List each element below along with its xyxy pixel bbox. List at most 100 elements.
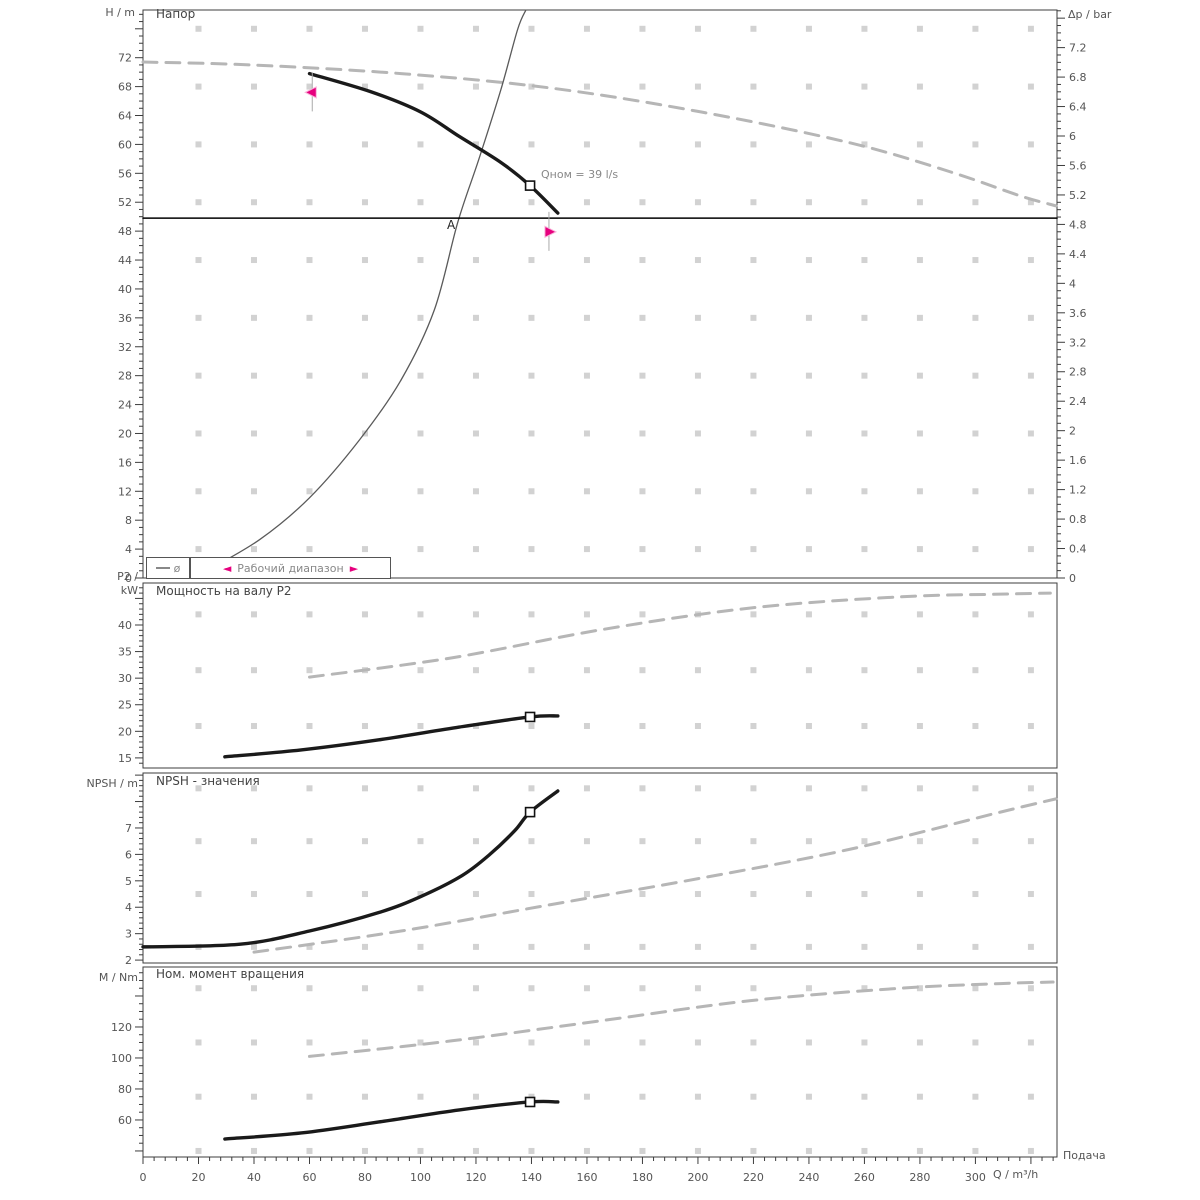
grid-dot bbox=[805, 141, 812, 148]
grid-dot bbox=[528, 488, 535, 495]
grid-dot bbox=[805, 943, 812, 950]
grid-dot bbox=[694, 1039, 701, 1046]
tick-label: 140 bbox=[521, 1171, 542, 1184]
grid-dot bbox=[1027, 667, 1034, 674]
tick-label: 68 bbox=[118, 81, 132, 94]
tick-label: 4.4 bbox=[1069, 248, 1087, 261]
grid-dot bbox=[528, 83, 535, 90]
grid-dot bbox=[639, 723, 646, 730]
grid-dot bbox=[805, 372, 812, 379]
working-range-max-marker bbox=[544, 225, 558, 239]
grid-dot bbox=[528, 723, 535, 730]
tick-label: 0 bbox=[140, 1171, 147, 1184]
grid-dot bbox=[472, 430, 479, 437]
grid-dot bbox=[583, 1147, 590, 1154]
grid-dot bbox=[306, 667, 313, 674]
tick-label: 5.2 bbox=[1069, 189, 1087, 202]
tick-label: 220 bbox=[743, 1171, 764, 1184]
grid-dot bbox=[916, 430, 923, 437]
tick-label: 16 bbox=[118, 456, 132, 469]
curve-legend-item: ø bbox=[146, 557, 190, 579]
grid-dot bbox=[861, 943, 868, 950]
grid-dot bbox=[306, 199, 313, 206]
grid-dot bbox=[639, 141, 646, 148]
grid-dot bbox=[1027, 1147, 1034, 1154]
grid-dot bbox=[861, 838, 868, 845]
tick-label: 6.4 bbox=[1069, 101, 1087, 114]
grid-dot bbox=[694, 25, 701, 32]
grid-dot bbox=[528, 372, 535, 379]
grid-dot bbox=[195, 1147, 202, 1154]
tick-label: 20 bbox=[191, 1171, 205, 1184]
grid-dot bbox=[195, 257, 202, 264]
grid-dot bbox=[250, 667, 257, 674]
grid-dot bbox=[861, 667, 868, 674]
grid-dot bbox=[916, 943, 923, 950]
grid-dot bbox=[694, 488, 701, 495]
grid-dot bbox=[472, 785, 479, 792]
grid-dot bbox=[306, 785, 313, 792]
grid-dot bbox=[972, 611, 979, 618]
grid-dot bbox=[250, 314, 257, 321]
tick-label: 100 bbox=[410, 1171, 431, 1184]
grid-dot bbox=[528, 199, 535, 206]
tick-label: 20 bbox=[118, 427, 132, 440]
grid-dot bbox=[805, 83, 812, 90]
grid-dot bbox=[195, 488, 202, 495]
grid-dot bbox=[361, 25, 368, 32]
grid-dot bbox=[195, 25, 202, 32]
grid-dot bbox=[916, 257, 923, 264]
grid-dot bbox=[528, 1039, 535, 1046]
grid-dot bbox=[250, 25, 257, 32]
torque-max-speed bbox=[307, 980, 1055, 1058]
tick-label: 200 bbox=[687, 1171, 708, 1184]
grid-dot bbox=[250, 891, 257, 898]
grid-dot bbox=[861, 1147, 868, 1154]
tick-label: 36 bbox=[118, 312, 132, 325]
grid-dot bbox=[472, 314, 479, 321]
grid-dot bbox=[972, 372, 979, 379]
tick-label: 3.6 bbox=[1069, 307, 1087, 320]
grid-dot bbox=[306, 83, 313, 90]
tick-label: 3.2 bbox=[1069, 336, 1087, 349]
grid-dot bbox=[750, 838, 757, 845]
grid-dot bbox=[472, 372, 479, 379]
grid-dot bbox=[750, 141, 757, 148]
grid-dot bbox=[972, 723, 979, 730]
tick-label: 25 bbox=[118, 699, 132, 712]
grid-dot bbox=[583, 785, 590, 792]
tick-label: 4.8 bbox=[1069, 218, 1087, 231]
grid-dot bbox=[583, 372, 590, 379]
grid-dot bbox=[1027, 141, 1034, 148]
grid-dot bbox=[472, 1147, 479, 1154]
grid-dot bbox=[805, 785, 812, 792]
chart-border bbox=[142, 772, 1058, 964]
grid-dot bbox=[972, 785, 979, 792]
grid-dot bbox=[306, 985, 313, 992]
grid-dot bbox=[750, 314, 757, 321]
tick-label: 6.8 bbox=[1069, 71, 1087, 84]
grid-dot bbox=[195, 199, 202, 206]
grid-dot bbox=[750, 83, 757, 90]
grid-dot bbox=[1027, 488, 1034, 495]
grid-dot bbox=[972, 199, 979, 206]
grid-dot bbox=[1027, 1093, 1034, 1100]
tick-label: 35 bbox=[118, 646, 132, 659]
grid-dot bbox=[916, 25, 923, 32]
grid-dot bbox=[306, 257, 313, 264]
grid-dot bbox=[639, 1039, 646, 1046]
grid-dot bbox=[916, 314, 923, 321]
grid-dot bbox=[195, 141, 202, 148]
grid-dot bbox=[528, 611, 535, 618]
grid-dot bbox=[805, 25, 812, 32]
grid-dot bbox=[528, 838, 535, 845]
grid-dot bbox=[1027, 430, 1034, 437]
grid-dot bbox=[805, 546, 812, 553]
p2-axis-unit-2: kW bbox=[120, 584, 138, 597]
grid-dot bbox=[195, 546, 202, 553]
grid-dot bbox=[805, 985, 812, 992]
range-right-arrow-icon: ► bbox=[349, 561, 359, 575]
grid-dot bbox=[195, 723, 202, 730]
grid-dot bbox=[195, 611, 202, 618]
p2-max-speed bbox=[307, 591, 1052, 679]
